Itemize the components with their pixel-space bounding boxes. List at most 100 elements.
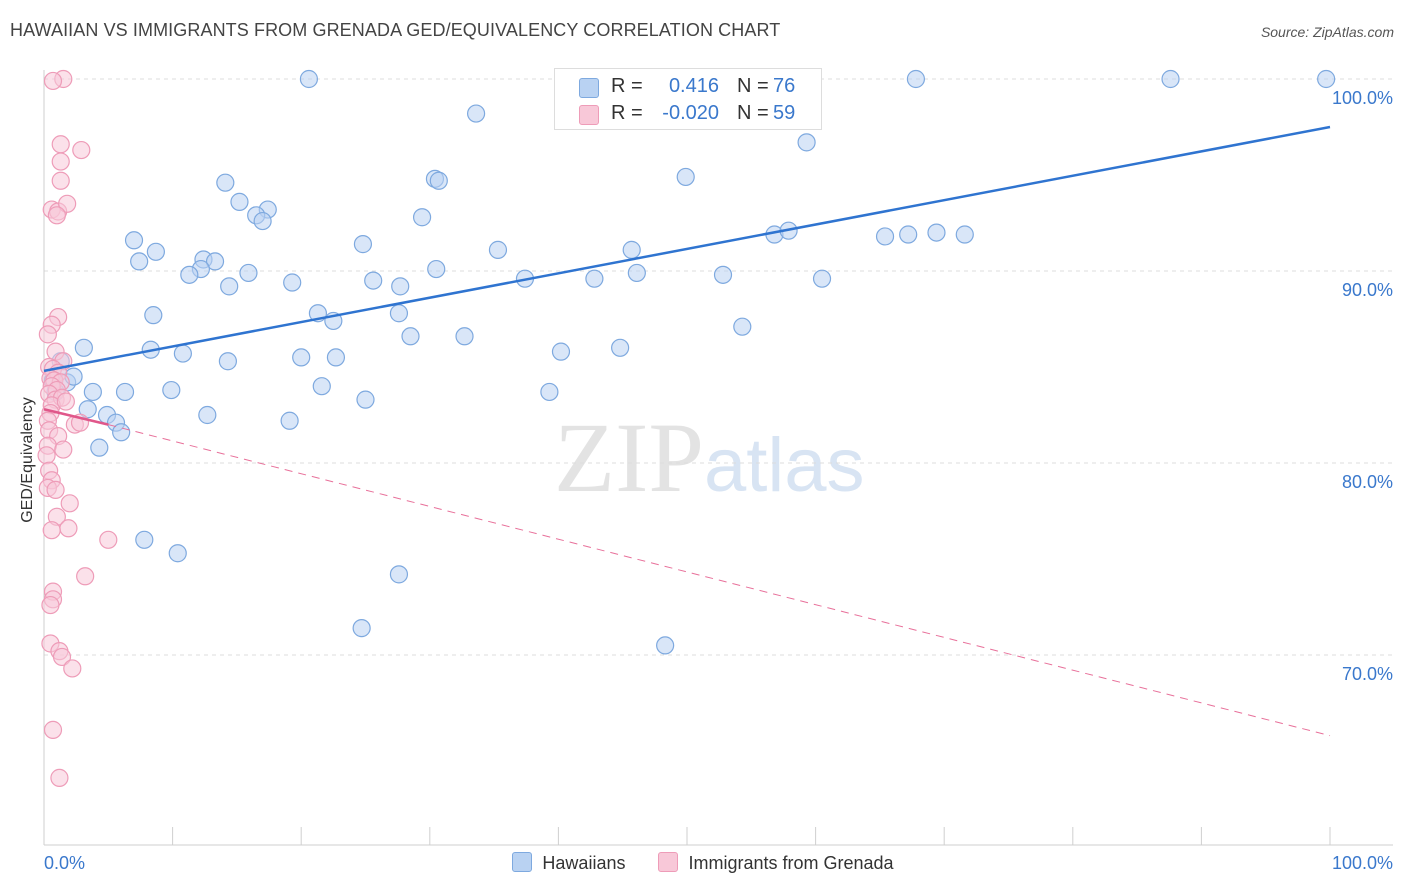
- data-point: [283, 273, 302, 292]
- data-point: [455, 327, 474, 346]
- data-point: [218, 352, 237, 371]
- stats-row-hawaiians: R = 0.416 N = 76: [555, 73, 821, 101]
- data-point: [1161, 69, 1180, 89]
- legend-label-grenada: Immigrants from Grenada: [688, 853, 894, 874]
- data-point: [60, 494, 79, 513]
- data-point: [37, 446, 56, 465]
- data-point: [144, 306, 163, 325]
- data-point: [180, 265, 199, 284]
- data-point: [292, 348, 311, 367]
- y-tick-label: 70.0%: [1342, 664, 1393, 684]
- data-point: [90, 438, 109, 457]
- data-point: [43, 71, 63, 91]
- data-point: [906, 69, 926, 89]
- data-point: [713, 265, 733, 284]
- data-point: [429, 171, 448, 190]
- r-label: R =: [611, 75, 643, 97]
- r-value: 0.416: [668, 75, 719, 97]
- r-value: -0.020: [662, 102, 719, 124]
- y-axis-label: GED/Equivalency: [19, 397, 36, 522]
- data-point: [216, 173, 235, 192]
- n-label: N =: [737, 102, 769, 124]
- watermark-zip: ZIP: [554, 402, 704, 513]
- n-value: 59: [773, 102, 796, 124]
- data-point: [412, 208, 432, 227]
- data-point: [627, 263, 646, 283]
- data-point: [389, 304, 409, 323]
- data-point: [78, 400, 97, 419]
- stats-legend: R = 0.416 N = 76 R = -0.020 N = 59: [554, 68, 822, 130]
- data-point: [46, 480, 65, 499]
- chart-title: HAWAIIAN VS IMMIGRANTS FROM GRENADA GED/…: [10, 20, 781, 40]
- n-label: N =: [737, 75, 769, 97]
- data-point: [220, 277, 239, 296]
- data-point: [198, 405, 217, 425]
- watermark-atlas: atlas: [704, 423, 865, 508]
- x-tick-label: 0.0%: [44, 853, 85, 873]
- data-point: [326, 348, 346, 367]
- data-point: [230, 192, 249, 211]
- data-point: [74, 338, 93, 357]
- series-legend: Hawaiians Immigrants from Grenada: [0, 852, 1406, 874]
- data-point: [130, 252, 149, 271]
- data-point: [115, 382, 135, 402]
- trend-line-grenada-extension: [108, 424, 1331, 737]
- data-point: [51, 135, 70, 154]
- trend-line-hawaiians: [43, 125, 1331, 373]
- data-point: [611, 338, 630, 357]
- n-value: 76: [773, 75, 796, 97]
- data-point: [146, 242, 165, 261]
- data-point: [50, 768, 69, 787]
- grenada-swatch: [579, 105, 599, 125]
- data-point: [585, 269, 604, 288]
- data-point: [58, 194, 77, 213]
- data-point: [72, 140, 91, 160]
- legend-item-grenada[interactable]: Immigrants from Grenada: [658, 852, 894, 874]
- data-point: [205, 252, 225, 271]
- data-point: [927, 223, 946, 242]
- data-point: [353, 235, 373, 254]
- data-point: [52, 647, 72, 667]
- data-point: [299, 69, 319, 89]
- data-point: [551, 342, 571, 361]
- data-point: [173, 344, 192, 363]
- data-point: [76, 567, 95, 586]
- data-point: [168, 544, 187, 563]
- data-point: [352, 619, 371, 638]
- data-point: [1317, 69, 1336, 89]
- data-point: [63, 659, 82, 678]
- data-point: [488, 240, 508, 259]
- data-point: [622, 240, 641, 259]
- watermark: ZIPatlas: [554, 400, 865, 515]
- hawaiians-swatch: [579, 78, 599, 98]
- legend-item-hawaiians[interactable]: Hawaiians: [512, 852, 625, 874]
- data-point: [676, 167, 695, 187]
- data-point: [280, 411, 299, 430]
- data-point: [38, 325, 57, 344]
- data-point: [43, 720, 63, 739]
- data-point: [47, 206, 66, 225]
- data-point: [239, 263, 258, 283]
- data-point: [135, 530, 154, 549]
- data-point: [162, 380, 181, 400]
- data-point: [312, 377, 331, 396]
- data-point: [42, 521, 61, 540]
- data-point: [54, 440, 73, 459]
- data-point: [540, 382, 559, 402]
- data-point: [56, 392, 75, 411]
- data-point: [356, 390, 375, 409]
- data-point: [733, 317, 752, 336]
- data-point: [51, 171, 70, 190]
- data-point: [797, 133, 816, 152]
- y-tick-label: 90.0%: [1342, 280, 1393, 300]
- data-point: [83, 382, 102, 402]
- data-point: [401, 327, 420, 346]
- data-point: [875, 227, 895, 246]
- y-tick-label: 100.0%: [1332, 88, 1393, 108]
- data-point: [955, 225, 974, 244]
- legend-swatch-hawaiians: [512, 852, 533, 873]
- trend-line-grenada: [43, 408, 109, 426]
- data-point: [41, 595, 60, 615]
- data-point: [253, 211, 272, 231]
